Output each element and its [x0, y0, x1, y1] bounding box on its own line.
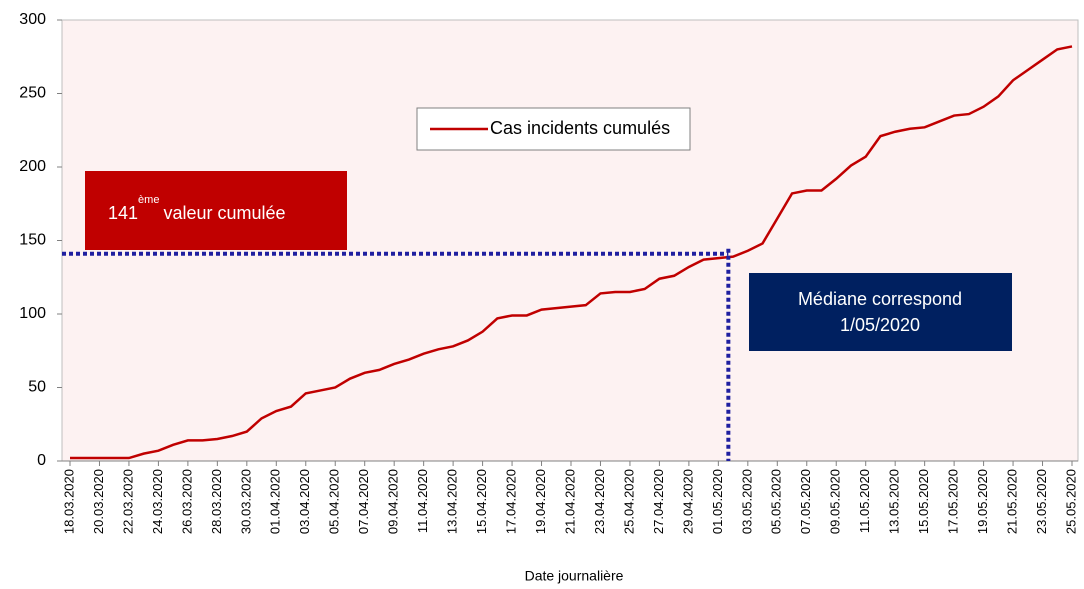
x-tick-label: 29.04.2020: [680, 469, 695, 534]
x-tick-label: 22.03.2020: [120, 469, 135, 534]
x-tick-label: 25.04.2020: [621, 469, 636, 534]
x-tick-label: 30.03.2020: [238, 469, 253, 534]
x-tick-label: 01.05.2020: [710, 469, 725, 534]
x-tick-label: 19.04.2020: [533, 469, 548, 534]
x-tick-label: 21.04.2020: [562, 469, 577, 534]
legend-label: Cas incidents cumulés: [490, 118, 670, 138]
annotation-text: 1/05/2020: [840, 315, 920, 335]
y-tick-label: 50: [28, 379, 46, 396]
y-tick-label: 200: [19, 158, 46, 175]
annotation-superscript: ème: [138, 194, 159, 206]
annotation-label: 141: [108, 203, 138, 223]
x-tick-label: 28.03.2020: [209, 469, 224, 534]
annotation-text: Médiane correspond: [798, 289, 962, 309]
x-tick-label: 17.05.2020: [946, 469, 961, 534]
x-tick-label: 26.03.2020: [179, 469, 194, 534]
x-tick-label: 20.03.2020: [91, 469, 106, 534]
x-tick-label: 13.05.2020: [887, 469, 902, 534]
x-axis-label: Date journalière: [525, 568, 624, 584]
y-tick-label: 100: [19, 305, 46, 322]
x-tick-label: 23.05.2020: [1034, 469, 1049, 534]
data-line: [70, 45, 1073, 460]
annotation-text: 141ème valeur cumulée: [108, 194, 286, 223]
x-tick-label: 13.04.2020: [445, 469, 460, 534]
x-tick-label: 07.05.2020: [798, 469, 813, 534]
annotation-box: [749, 273, 1012, 351]
x-tick-label: 21.05.2020: [1004, 469, 1019, 534]
x-tick-label: 23.04.2020: [592, 469, 607, 534]
x-tick-label: 25.05.2020: [1063, 469, 1078, 534]
x-tick-label: 09.05.2020: [828, 469, 843, 534]
x-tick-label: 03.05.2020: [739, 469, 754, 534]
annotation-text: valeur cumulée: [163, 203, 285, 223]
x-tick-label: 15.05.2020: [916, 469, 931, 534]
x-tick-label: 01.04.2020: [268, 469, 283, 534]
y-tick-label: 300: [19, 11, 46, 28]
x-tick-label: 11.04.2020: [415, 469, 430, 533]
x-tick-label: 15.04.2020: [474, 469, 489, 534]
y-tick-label: 250: [19, 85, 46, 102]
x-tick-label: 05.05.2020: [769, 469, 784, 534]
y-tick-label: 0: [37, 452, 46, 469]
x-tick-label: 24.03.2020: [150, 469, 165, 534]
x-tick-label: 19.05.2020: [975, 469, 990, 534]
x-tick-label: 11.05.2020: [857, 469, 872, 533]
x-tick-label: 27.04.2020: [651, 469, 666, 534]
x-tick-label: 07.04.2020: [356, 469, 371, 534]
x-tick-label: 03.04.2020: [297, 469, 312, 534]
x-tick-label: 17.04.2020: [503, 469, 518, 534]
y-tick-label: 150: [19, 232, 46, 249]
x-tick-label: 05.04.2020: [327, 469, 342, 534]
x-tick-label: 09.04.2020: [386, 469, 401, 534]
x-tick-label: 18.03.2020: [61, 469, 76, 534]
annotation-box: [85, 171, 347, 250]
